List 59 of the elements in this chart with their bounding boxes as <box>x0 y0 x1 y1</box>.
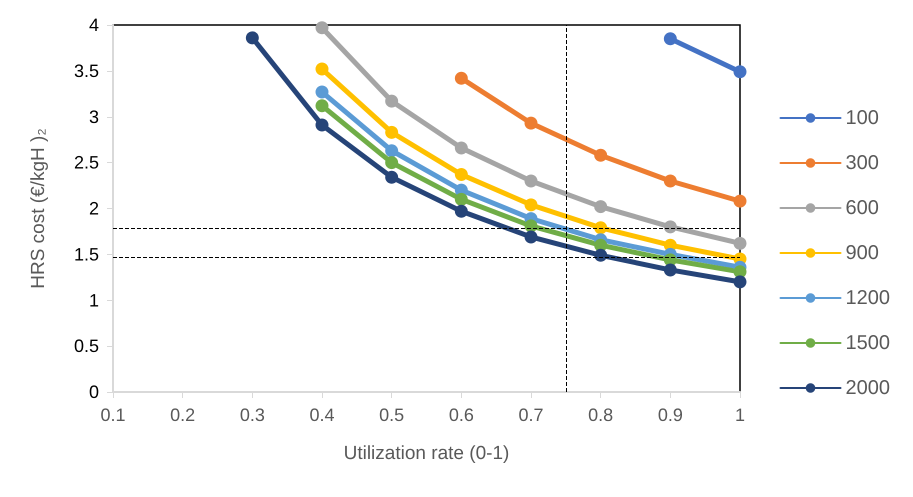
point <box>594 200 608 214</box>
point <box>734 65 746 78</box>
y-tick-label: 3.5 <box>74 60 99 81</box>
point <box>594 148 608 162</box>
legend-label: 300 <box>846 152 879 174</box>
x-tick-label: 0.2 <box>170 405 196 425</box>
point <box>664 263 677 276</box>
point <box>385 170 398 184</box>
y-tick-label: 2 <box>88 198 99 218</box>
y-tick-label: 0.5 <box>74 336 99 356</box>
point <box>385 94 398 108</box>
x-tick-label: 0.3 <box>240 405 265 425</box>
x-tick-label: 0.5 <box>379 405 404 425</box>
x-axis-title: Utilization rate (0-1) <box>344 443 510 464</box>
legend-label: 600 <box>846 197 879 219</box>
y-tick-label: 0 <box>88 382 99 402</box>
point <box>734 275 746 288</box>
point <box>524 230 538 244</box>
point <box>524 198 538 212</box>
legend-label: 900 <box>846 242 879 264</box>
point <box>454 72 468 85</box>
point <box>385 156 398 170</box>
point <box>524 116 538 130</box>
legend-label: 100 <box>846 107 879 129</box>
point <box>385 144 398 158</box>
point <box>664 174 677 188</box>
y-axis-title: HRS cost (€/kgH )₂ <box>28 128 49 289</box>
x-tick-label: 0.6 <box>448 405 474 425</box>
point <box>734 236 746 250</box>
y-tick-label: 4 <box>88 15 99 35</box>
y-tick-label: 1.5 <box>74 244 99 264</box>
point <box>246 31 259 44</box>
point <box>664 32 677 46</box>
legend-label: 1200 <box>846 287 890 309</box>
point <box>454 192 468 206</box>
point <box>594 248 608 262</box>
point <box>454 141 468 154</box>
point <box>316 118 328 132</box>
x-tick-label: 0.1 <box>100 405 126 425</box>
point <box>664 220 677 234</box>
x-tick-label: 1 <box>734 405 746 425</box>
point <box>734 194 746 208</box>
point <box>316 21 328 34</box>
point <box>316 99 328 112</box>
point <box>316 85 328 98</box>
y-tick-label: 3 <box>88 106 99 127</box>
point <box>316 62 328 76</box>
legend-label: 2000 <box>846 377 890 399</box>
point <box>385 126 398 139</box>
point <box>454 204 468 218</box>
y-tick-label: 1 <box>88 290 99 310</box>
point <box>454 168 468 182</box>
x-tick-label: 0.8 <box>588 405 614 425</box>
legend-label: 1500 <box>846 332 890 354</box>
x-tick-label: 0.9 <box>658 405 683 425</box>
x-tick-label: 0.7 <box>518 405 544 425</box>
y-tick-label: 2.5 <box>74 152 99 173</box>
x-tick-label: 0.4 <box>309 405 335 425</box>
point <box>524 174 538 188</box>
